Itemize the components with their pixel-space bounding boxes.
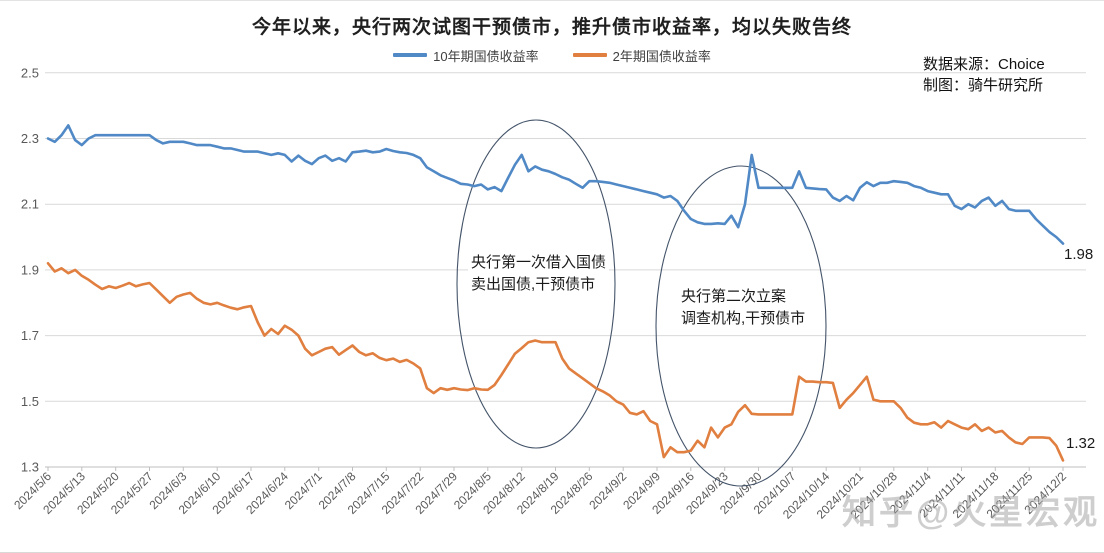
end-label-2y: 1.32 — [1066, 435, 1096, 452]
y-axis-label: 2.5 — [21, 65, 39, 80]
data-source-block: 数据来源：Choice 制图：骑牛研究所 — [923, 54, 1045, 96]
callout-ellipse — [456, 119, 616, 449]
annotation-text-line: 卖出国债,干预债市 — [471, 276, 596, 293]
y-axis-label: 1.5 — [21, 394, 39, 409]
credit-line: 制图：骑牛研究所 — [923, 77, 1044, 94]
legend: 10年期国债收益率 2年期国债收益率 — [0, 46, 1104, 64]
end-label-10y: 1.98 — [1064, 246, 1094, 263]
legend-item-10y: 10年期国债收益率 — [393, 46, 539, 65]
callout-ellipse — [655, 165, 827, 487]
y-axis-label: 2.1 — [21, 197, 39, 212]
annotation-text-line: 央行第二次立案 — [681, 288, 787, 305]
annotation-text-line: 调查机构,干预债市 — [681, 310, 806, 327]
legend-label-2y: 2年期国债收益率 — [612, 48, 711, 64]
series-line-10y — [46, 124, 1065, 245]
legend-line-swatch-2y-icon — [572, 53, 607, 57]
series-line-2y — [46, 261, 1065, 462]
annotation-text-line: 央行第一次借入国债 — [471, 254, 607, 271]
annotation-second-intervention: 央行第二次立案 调查机构,干预债市 — [678, 285, 809, 331]
y-axis-label: 1.7 — [21, 328, 39, 343]
y-axis-label: 1.9 — [21, 262, 39, 277]
legend-line-swatch-10y-icon — [393, 53, 428, 57]
legend-label-10y: 10年期国债收益率 — [433, 48, 539, 64]
y-axis-label: 2.3 — [21, 131, 39, 146]
data-source-line: 数据来源：Choice — [923, 56, 1045, 73]
watermark: 知乎@火星宏观 — [842, 494, 1101, 532]
y-axis-label: 1.3 — [21, 460, 39, 475]
page-title: 今年以来，央行两次试图干预债市，推升债市收益率，均以失败告终 — [251, 17, 852, 38]
annotation-first-intervention: 央行第一次借入国债 卖出国债,干预债市 — [468, 251, 610, 297]
legend-item-2y: 2年期国债收益率 — [572, 46, 711, 65]
